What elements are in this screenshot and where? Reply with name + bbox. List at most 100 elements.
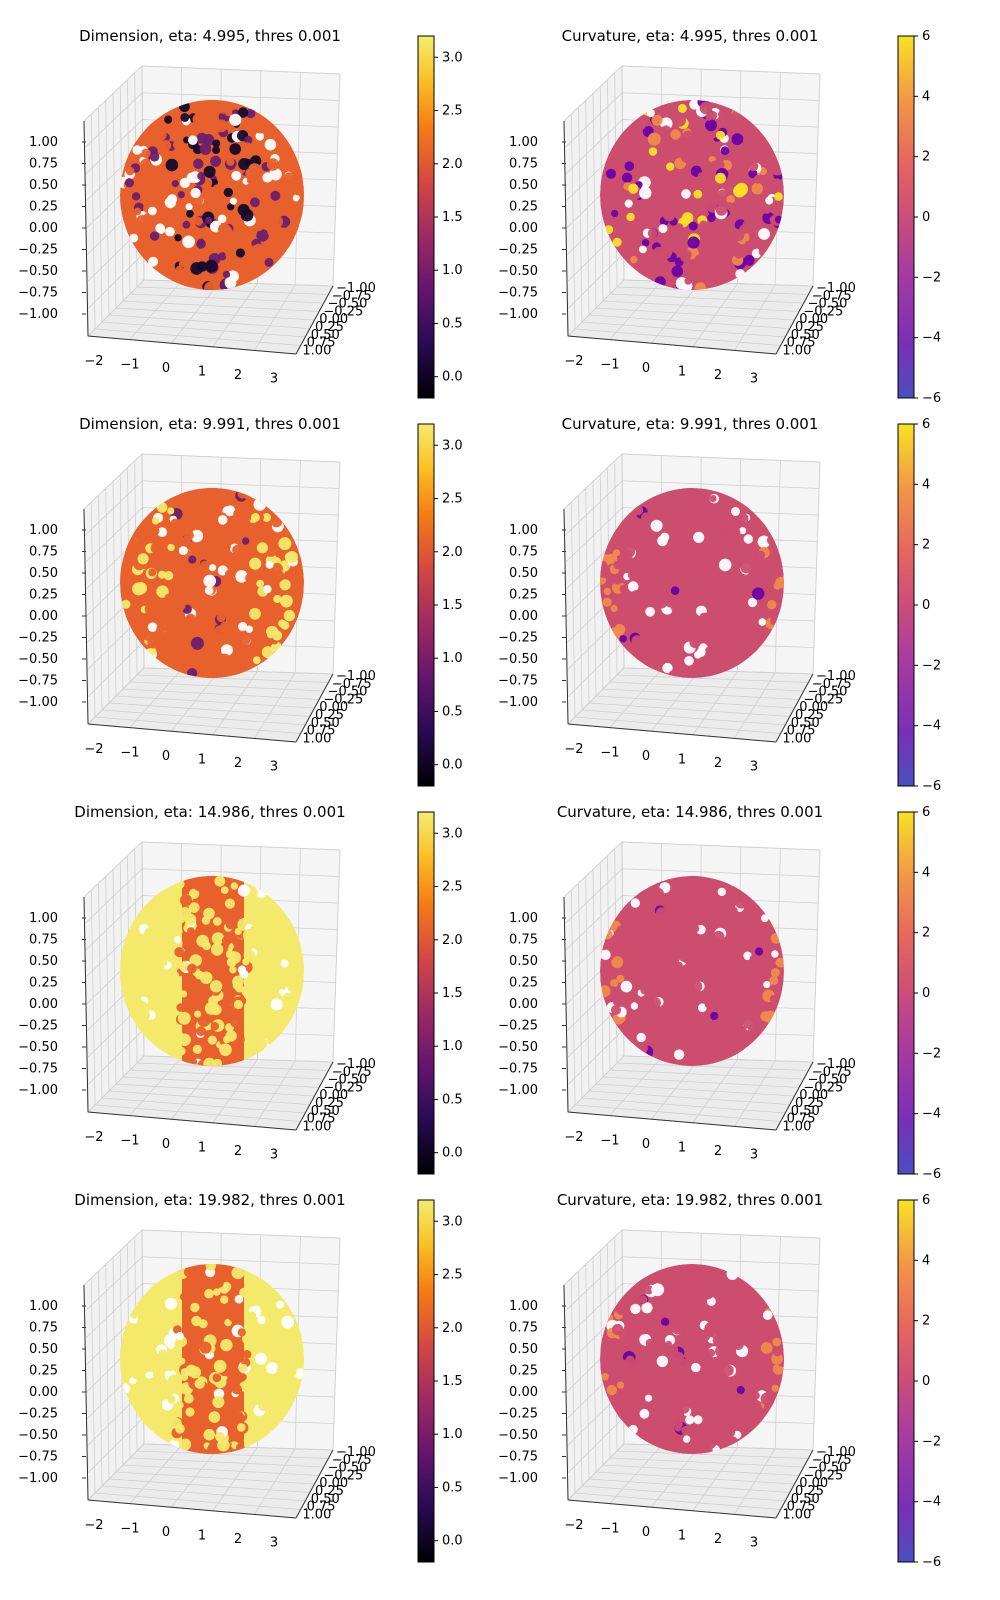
scatter-point bbox=[706, 1348, 716, 1358]
colorbar bbox=[897, 1199, 915, 1563]
scatter-point bbox=[720, 146, 730, 156]
scatter-point bbox=[201, 618, 210, 628]
scatter-point bbox=[637, 1002, 648, 1013]
scatter-point bbox=[231, 237, 240, 245]
scatter-point bbox=[627, 570, 637, 580]
scatter-point bbox=[697, 616, 710, 628]
colorbar bbox=[897, 811, 915, 1175]
scatter-point bbox=[281, 1334, 295, 1347]
x-tick-label: 2 bbox=[234, 756, 242, 771]
scatter-point bbox=[135, 175, 143, 183]
scatter-point bbox=[645, 1032, 658, 1046]
scatter-point bbox=[625, 1318, 636, 1329]
x-tick-label: −2 bbox=[564, 354, 583, 369]
z-tick-label: 1.00 bbox=[509, 911, 538, 926]
scatter-point bbox=[673, 1049, 685, 1060]
scatter-point bbox=[258, 1399, 270, 1411]
scatter-point bbox=[211, 932, 225, 945]
scatter-point bbox=[253, 1341, 265, 1353]
scatter-point bbox=[209, 564, 217, 572]
scatter-point bbox=[719, 1012, 732, 1025]
z-tick-label: −0.75 bbox=[18, 286, 58, 301]
scatter-point bbox=[254, 1037, 268, 1050]
scatter-point bbox=[639, 245, 647, 254]
x-tick-label: 0 bbox=[162, 1525, 170, 1540]
scatter-point bbox=[288, 158, 299, 169]
scatter-point bbox=[242, 958, 250, 966]
scatter-point bbox=[214, 625, 227, 638]
scatter-point bbox=[699, 497, 708, 506]
scatter-point bbox=[184, 1001, 194, 1010]
scatter-point bbox=[752, 587, 765, 600]
scatter-point bbox=[726, 202, 734, 210]
scatter-point bbox=[210, 155, 222, 167]
scatter-point bbox=[611, 1005, 621, 1015]
scatter-point bbox=[202, 629, 214, 641]
scatter-point bbox=[245, 528, 253, 536]
y-tick-label: −0.50 bbox=[808, 1461, 848, 1476]
scatter-point bbox=[187, 963, 197, 974]
scatter-point bbox=[156, 195, 165, 204]
scatter-point bbox=[240, 208, 254, 222]
scatter-point bbox=[148, 568, 157, 577]
scatter-point bbox=[730, 146, 739, 155]
scatter-point bbox=[641, 968, 654, 980]
z-tick-label: 0.75 bbox=[29, 933, 58, 948]
scatter-point bbox=[609, 1349, 619, 1360]
x-tick-label: −2 bbox=[84, 354, 103, 369]
scatter-point bbox=[237, 1423, 246, 1432]
scatter-point bbox=[266, 1332, 276, 1343]
colorbar-tick-label: −6 bbox=[922, 779, 941, 794]
scatter-point bbox=[266, 901, 276, 911]
scatter-point bbox=[672, 900, 683, 911]
panel-1: Dimension, eta: 4.995, thres 0.001−1.00−… bbox=[18, 27, 463, 399]
scatter-point bbox=[616, 157, 624, 166]
scatter-point bbox=[248, 163, 261, 176]
scatter-point bbox=[180, 1368, 190, 1377]
scatter-point bbox=[131, 192, 141, 201]
scatter-point bbox=[164, 1297, 177, 1310]
scatter-point bbox=[189, 954, 202, 967]
scatter-point bbox=[773, 1348, 782, 1357]
scatter-point bbox=[750, 1349, 761, 1360]
scatter-point bbox=[255, 1332, 263, 1341]
scatter-point bbox=[710, 160, 721, 171]
z-tick-label: 1.00 bbox=[29, 523, 58, 538]
colorbar-tick-label: −6 bbox=[922, 391, 941, 406]
scatter-point bbox=[152, 1031, 164, 1042]
x-tick-label: 1 bbox=[198, 365, 206, 380]
y-axis-line bbox=[295, 1449, 334, 1519]
scatter-point bbox=[245, 579, 255, 589]
scatter-point bbox=[140, 158, 152, 170]
z-tick-label: −0.25 bbox=[498, 1407, 538, 1422]
x-tick-label: −2 bbox=[564, 1130, 583, 1145]
scatter-point bbox=[706, 278, 714, 287]
z-tick-label: −0.75 bbox=[498, 674, 538, 689]
z-tick-label: −0.75 bbox=[18, 1450, 58, 1465]
z-tick-label: −0.25 bbox=[498, 631, 538, 646]
scatter-point bbox=[668, 508, 676, 516]
scatter-point bbox=[606, 168, 616, 179]
scatter-point bbox=[624, 996, 633, 1005]
y-tick-label: 0.00 bbox=[319, 1476, 348, 1491]
x-tick-label: 3 bbox=[750, 372, 758, 387]
scatter-point bbox=[744, 240, 754, 251]
scatter-point bbox=[225, 570, 233, 578]
scatter-point bbox=[182, 220, 191, 229]
x-tick-label: −1 bbox=[120, 1522, 139, 1537]
scatter-point bbox=[753, 175, 763, 184]
colorbar bbox=[417, 1199, 435, 1563]
x-tick-label: 1 bbox=[678, 753, 686, 768]
scatter-point bbox=[689, 637, 701, 649]
z-tick-label: 1.00 bbox=[29, 135, 58, 150]
scatter-point bbox=[164, 1035, 173, 1044]
scatter-point bbox=[220, 541, 231, 553]
scatter-point bbox=[617, 1381, 625, 1389]
scatter-point bbox=[222, 270, 231, 279]
scatter-point bbox=[727, 526, 741, 539]
scatter-point bbox=[699, 101, 713, 115]
scatter-point bbox=[179, 1438, 192, 1451]
y-tick-label: 0.50 bbox=[791, 1104, 820, 1119]
scatter-point bbox=[715, 172, 726, 184]
colorbar-tick-label: −2 bbox=[922, 658, 941, 673]
